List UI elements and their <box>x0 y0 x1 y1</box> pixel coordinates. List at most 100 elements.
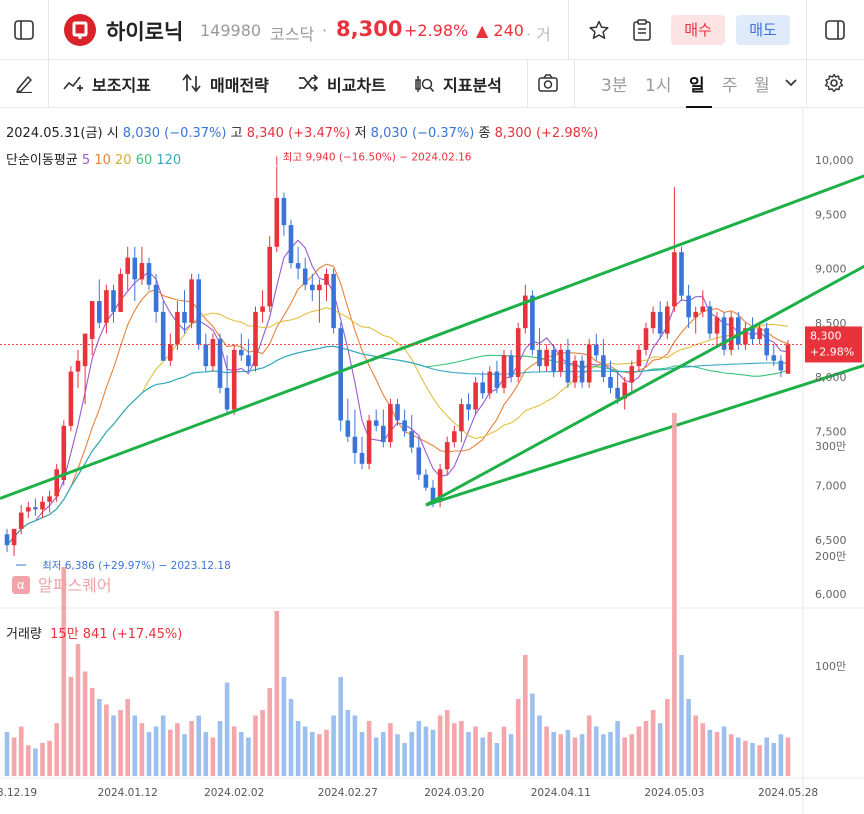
period-month[interactable]: 월 <box>754 76 770 96</box>
candle-body <box>359 452 365 464</box>
volume-bar <box>224 682 230 776</box>
stock-logo-icon <box>64 14 96 46</box>
panel-toggle-icon[interactable] <box>825 20 845 40</box>
volume-bar <box>231 726 237 776</box>
volume-bar <box>643 721 649 776</box>
volume-bar <box>686 699 691 776</box>
candle-body <box>302 268 308 285</box>
volume-bar <box>61 567 67 776</box>
strategy-button[interactable]: 매매전략 <box>210 76 269 95</box>
candle-body <box>743 328 748 345</box>
volume-bar <box>168 729 173 776</box>
chart-toolbar <box>0 60 864 108</box>
info-open: 8,030 (−0.37%) <box>122 126 227 141</box>
volume-bar <box>743 740 748 776</box>
candle-body <box>402 420 407 432</box>
info-open-label: 시 <box>106 126 119 141</box>
candle-body <box>89 301 95 340</box>
candle-body <box>47 496 52 502</box>
volume-bar <box>679 655 684 776</box>
candle-body <box>295 263 301 269</box>
volume-bar <box>657 723 663 776</box>
date-tick-label: 2024.02.27 <box>318 787 378 799</box>
star-icon[interactable] <box>589 20 609 40</box>
candle-body <box>636 349 642 367</box>
volume-bar <box>345 710 351 776</box>
draw-pen-icon[interactable] <box>14 73 34 93</box>
header-bar: 하이로닉 149980 코스닥 · 8,300 +2.98% ▲ 240 · 거… <box>0 0 864 60</box>
volume-bar <box>565 729 571 776</box>
candle-body <box>693 311 698 318</box>
candle-body <box>601 355 606 377</box>
volume-tick-label: 100만 <box>815 660 846 673</box>
volume-bar <box>785 737 791 776</box>
volume-bar <box>11 737 17 776</box>
info-close-label: 종 <box>478 126 491 141</box>
volume-bar <box>26 745 31 776</box>
candle-body <box>33 507 38 510</box>
candle-body <box>473 382 478 410</box>
volume-value: 15만 841 <box>50 627 108 642</box>
volume-bar <box>352 715 358 776</box>
candle-body <box>430 487 436 502</box>
buy-button[interactable]: 매수 <box>671 15 725 45</box>
candle-body <box>672 252 677 307</box>
candle-body <box>650 311 656 329</box>
ma5-line <box>6 239 789 546</box>
candle-body <box>132 257 138 280</box>
sell-button[interactable]: 매도 <box>736 15 790 45</box>
volume-bar <box>579 734 585 776</box>
candle-body <box>381 425 386 443</box>
volume-bar <box>54 723 59 776</box>
candle-body <box>139 263 145 280</box>
candle-body <box>231 349 237 410</box>
period-week[interactable]: 주 <box>722 76 738 96</box>
volume-bar <box>586 715 592 776</box>
indicator-button[interactable]: 보조지표 <box>92 76 151 95</box>
max-annotation: 최고 9,940 (−16.50%) − 2024.02.16 <box>283 152 472 164</box>
compare-button[interactable]: 비교차트 <box>327 76 386 95</box>
volume-bar <box>544 726 549 776</box>
volume-bar <box>444 710 450 776</box>
price-chart[interactable]: 6,0006,5007,0007,5008,0008,5009,0009,500… <box>0 108 864 814</box>
ma-legend[interactable]: 단순이동평균 5 10 20 60 120 <box>6 149 181 168</box>
volume-bar <box>295 721 301 776</box>
volume-bar <box>665 699 670 776</box>
volume-bar <box>508 734 514 776</box>
candle-body <box>558 349 564 372</box>
brand-logo-icon <box>12 576 30 594</box>
price-tick-label: 9,500 <box>815 208 847 221</box>
chevron-down-icon[interactable] <box>784 76 804 96</box>
candle-body <box>54 469 59 497</box>
period-3min[interactable]: 3분 <box>601 76 628 96</box>
volume-bar <box>97 699 102 776</box>
volume-bar <box>331 715 336 776</box>
candle-body <box>785 344 791 374</box>
camera-icon[interactable] <box>538 73 558 93</box>
candle-body <box>629 366 635 383</box>
ma60-line <box>6 345 789 546</box>
analysis-button[interactable]: 지표분석 <box>443 76 502 95</box>
clipboard-icon[interactable] <box>632 19 652 41</box>
date-tick-label: 2024.02.02 <box>204 787 264 799</box>
volume-bar <box>125 699 130 776</box>
candle-body <box>416 447 422 475</box>
candle-body <box>544 349 549 367</box>
candle-body <box>452 431 457 443</box>
candle-body <box>61 425 67 481</box>
period-day[interactable]: 일 <box>689 76 705 96</box>
info-high: 8,340 (+3.47%) <box>246 126 351 141</box>
volume-bar <box>274 611 280 776</box>
volume-label: 거래량 <box>6 627 42 642</box>
gear-icon[interactable] <box>824 73 844 93</box>
date-tick-label: 2024.05.03 <box>644 787 704 799</box>
candle-body <box>104 290 109 323</box>
volume-bar <box>615 721 620 776</box>
price-tick-label: 7,500 <box>815 425 847 438</box>
candle-body <box>189 279 194 323</box>
period-1hour[interactable]: 1시 <box>645 76 672 96</box>
candle-body <box>565 349 571 383</box>
candle-body <box>515 328 521 377</box>
sidebar-toggle-icon[interactable] <box>14 20 34 40</box>
volume-bar <box>764 737 769 776</box>
